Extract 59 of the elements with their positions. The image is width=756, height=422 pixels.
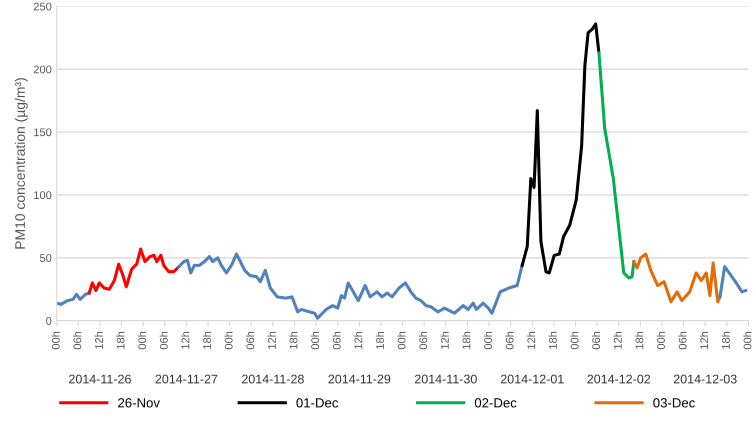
x2-tick-label: 2014-12-03 — [674, 374, 737, 384]
x-tick-label: 00h — [224, 332, 233, 350]
x2-tick-label: 2014-11-30 — [414, 374, 477, 384]
x-tick-label: 18h — [722, 332, 730, 349]
x-tick-label: 06h — [592, 332, 600, 350]
x-tick-label: 00h — [397, 332, 406, 350]
x-tick-label: 06h — [505, 332, 514, 350]
x2-tick-label: 2014-12-02 — [587, 374, 650, 384]
legend-label: 26-Nov — [118, 398, 160, 408]
x-tick-label: 00h — [743, 332, 752, 350]
line-series — [520, 22, 600, 274]
x-tick-label: 12h — [181, 332, 190, 349]
x-tick-label: 06h — [160, 332, 168, 350]
x-tick-label: 00h — [656, 332, 665, 350]
x-tick-label: 06h — [332, 332, 341, 350]
x-tick-label: 06h — [678, 332, 687, 350]
line-series — [56, 292, 91, 306]
line-series — [718, 265, 748, 298]
x-tick-label: 06h — [419, 332, 428, 350]
x2-tick-label: 2014-11-27 — [156, 374, 218, 384]
line-series — [597, 51, 636, 280]
x-tick-label: 18h — [635, 332, 644, 349]
y-tick-label: 50 — [40, 254, 52, 262]
x-tick-label: 18h — [462, 332, 470, 349]
legend-label: 01-Dec — [296, 398, 338, 408]
line-series — [632, 252, 722, 304]
x-tick-label: 12h — [268, 332, 276, 349]
y-tick-label: 0 — [46, 316, 52, 325]
x2-tick-label: 2014-11-28 — [242, 374, 304, 384]
y-tick-label: 200 — [34, 65, 52, 74]
x2-tick-label: 2014-11-26 — [69, 374, 131, 384]
y-axis-title: PM10 concentration (µg/m³) — [14, 78, 28, 249]
line-series — [177, 252, 524, 320]
x-tick-label: 00h — [138, 332, 146, 350]
line-series — [88, 248, 180, 295]
legend-label: 03-Dec — [653, 398, 695, 408]
x-tick-label: 12h — [94, 332, 103, 349]
x-tick-label: 06h — [73, 332, 82, 350]
x-tick-label: 00h — [570, 332, 578, 350]
x-tick-label: 18h — [289, 332, 298, 349]
x-tick-label: 18h — [548, 332, 557, 349]
x-tick-label: 00h — [310, 332, 320, 350]
x-tick-label: 12h — [440, 332, 449, 349]
x-tick-label: 12h — [527, 332, 536, 349]
x-tick-label: 18h — [376, 332, 384, 349]
x-tick-label: 00h — [52, 332, 60, 350]
x-tick-label: 12h — [614, 332, 622, 349]
x-tick-label: 00h — [484, 332, 492, 350]
y-tick-label: 150 — [34, 128, 52, 136]
x-tick-label: 06h — [246, 332, 254, 350]
x-tick-label: 12h — [354, 332, 362, 349]
y-tick-label: 100 — [34, 191, 52, 200]
x2-tick-label: 2014-11-29 — [328, 374, 390, 384]
x-tick-label: 18h — [202, 332, 211, 349]
x2-tick-label: 2014-12-01 — [500, 374, 564, 384]
legend-label: 02-Dec — [474, 398, 517, 408]
x-tick-label: 18h — [116, 332, 125, 349]
x-tick-label: 12h — [700, 332, 708, 349]
y-tick-label: 250 — [34, 2, 52, 10]
